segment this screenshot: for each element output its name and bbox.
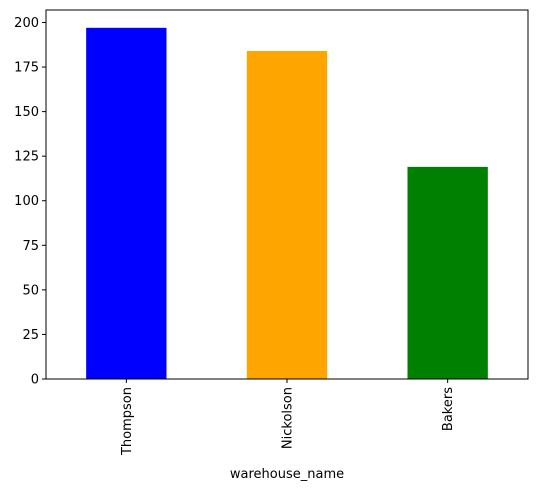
y-tick-label: 100 <box>14 194 39 209</box>
x-tick-label: Bakers <box>441 387 456 431</box>
x-axis-label: warehouse_name <box>230 467 344 482</box>
x-tick-label: Nickolson <box>281 387 296 449</box>
y-tick-label: 0 <box>31 373 39 388</box>
y-tick-label: 125 <box>14 150 39 165</box>
x-tick-label: Thompson <box>120 387 135 456</box>
bar-thompson <box>86 28 166 379</box>
x-axis: Thompson Nickolson Bakers <box>120 379 456 456</box>
y-axis: 0 25 50 75 100 125 150 175 200 <box>14 16 46 388</box>
y-tick-label: 50 <box>22 283 39 298</box>
y-tick-label: 75 <box>22 239 39 254</box>
y-tick-label: 25 <box>22 328 39 343</box>
bar-nickolson <box>247 51 327 379</box>
y-tick-label: 150 <box>14 105 39 120</box>
y-tick-label: 200 <box>14 16 39 31</box>
bars-group <box>86 28 488 379</box>
y-tick-label: 175 <box>14 61 39 76</box>
bar-bakers <box>408 167 488 379</box>
